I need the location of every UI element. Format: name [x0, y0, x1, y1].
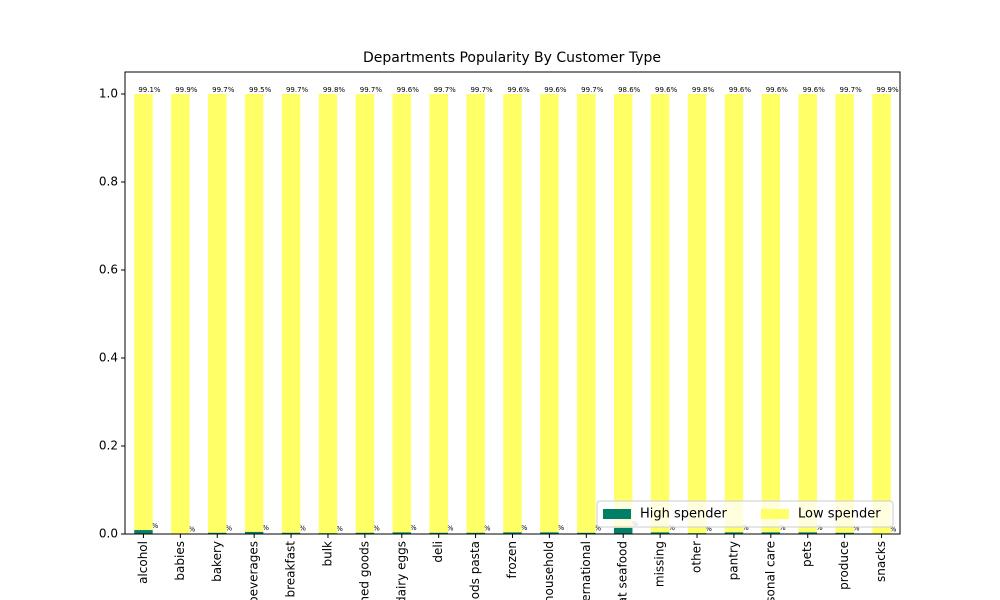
value-label: 99.6% — [655, 86, 678, 94]
value-label: 99.7% — [470, 86, 493, 94]
x-tick-label: pantry — [726, 541, 740, 580]
bar-segment — [281, 94, 301, 533]
value-label: 99.6% — [766, 86, 789, 94]
value-label: 99.6% — [507, 86, 530, 94]
x-tick-label: missing — [653, 541, 667, 587]
x-tick-label: snacks — [874, 541, 888, 582]
x-tick-label: household — [542, 541, 556, 600]
value-label: 99.1% — [138, 86, 161, 94]
x-tick-label: pets — [800, 541, 814, 567]
bar-segment — [835, 94, 854, 533]
bar-segment — [761, 94, 781, 533]
x-tick-label: frozen — [505, 541, 519, 579]
value-label: 99.7% — [286, 86, 309, 94]
value-label: 99.7% — [840, 86, 863, 94]
x-tick-label: bulk — [320, 541, 334, 567]
bar-segment — [577, 532, 596, 534]
bar-segment — [171, 94, 190, 534]
bar-segment — [208, 532, 227, 534]
bar-segment — [429, 94, 448, 533]
bar-segment — [650, 532, 670, 534]
x-tick-label: beverages — [247, 541, 261, 600]
value-label: 98.6% — [618, 86, 641, 94]
x-tick-label: babies — [173, 541, 187, 581]
chart-title: Departments Popularity By Customer Type — [363, 50, 661, 66]
legend-swatch — [603, 509, 631, 519]
bar-segment — [244, 94, 264, 532]
bar-segment — [650, 94, 670, 533]
legend-swatch — [761, 509, 789, 519]
legend: High spender Low spender — [596, 500, 894, 528]
y-tick-label: 0.8 — [99, 175, 118, 189]
value-label: 99.5% — [249, 86, 272, 94]
bar-segment — [613, 94, 633, 528]
x-tick-label: bakery — [210, 541, 224, 582]
bar-segment — [724, 94, 744, 533]
bar-segment — [281, 532, 301, 534]
x-tick-label: other — [690, 541, 704, 573]
x-tick-label: produce — [837, 541, 851, 590]
value-label: 99.9% — [175, 86, 198, 94]
x-tick-label: canned goods — [357, 541, 371, 600]
bar-segment — [318, 94, 338, 534]
bar-segment — [540, 532, 559, 534]
bar-segment — [503, 94, 522, 533]
legend-label: High spender — [640, 507, 728, 522]
bar-segment — [613, 527, 633, 534]
bar-segment — [466, 94, 485, 533]
bar-segment — [429, 532, 448, 534]
value-label: 99.6% — [397, 86, 420, 94]
bar-segment — [208, 94, 227, 533]
x-tick-label: personal care — [763, 541, 777, 600]
value-label: 99.7% — [581, 86, 604, 94]
bar-segment — [355, 532, 375, 534]
bar-segment — [134, 94, 153, 531]
value-label: 99.6% — [544, 86, 567, 94]
bar-segment — [244, 531, 264, 534]
y-tick-label: 1.0 — [99, 87, 118, 101]
value-label: 99.7% — [434, 86, 457, 94]
bar-segment — [355, 94, 375, 533]
value-label: 99.9% — [876, 86, 899, 94]
y-tick-label: 0.2 — [99, 439, 118, 453]
value-label: 99.6% — [729, 86, 752, 94]
x-tick-label: meat seafood — [616, 541, 630, 600]
bar-segment — [872, 94, 891, 534]
x-tick-label: breakfast — [284, 541, 298, 598]
bar-segment — [761, 532, 781, 534]
bar-segment — [577, 94, 596, 533]
bar-segment — [687, 94, 707, 534]
plot-frame — [124, 71, 901, 535]
bar-segment — [540, 94, 559, 533]
x-tick-label: dry goods pasta — [468, 541, 482, 600]
legend-box — [596, 500, 894, 528]
bar-segment — [466, 532, 485, 534]
bar-segment — [798, 94, 817, 533]
x-tick-label: dairy eggs — [394, 541, 408, 600]
bar-segment — [798, 532, 817, 534]
y-tick-label: 0.6 — [99, 263, 118, 277]
x-tick-label: alcohol — [136, 541, 150, 584]
y-tick-label: 0.0 — [99, 527, 118, 541]
legend-label: Low spender — [798, 507, 881, 522]
value-label: 99.8% — [692, 86, 715, 94]
bar-segment — [835, 532, 854, 534]
x-tick-label: deli — [431, 541, 445, 563]
value-label: 99.6% — [803, 86, 826, 94]
value-label: 99.7% — [360, 86, 383, 94]
x-tick-label: international — [579, 541, 593, 600]
value-label: 99.8% — [323, 86, 346, 94]
bar-segment — [392, 532, 412, 534]
bar-segment — [503, 532, 522, 534]
bar-segment — [134, 530, 153, 534]
bar-segment — [392, 94, 412, 533]
bar-segment — [724, 532, 744, 534]
value-label: 99.7% — [212, 86, 235, 94]
y-tick-label: 0.4 — [99, 351, 118, 365]
